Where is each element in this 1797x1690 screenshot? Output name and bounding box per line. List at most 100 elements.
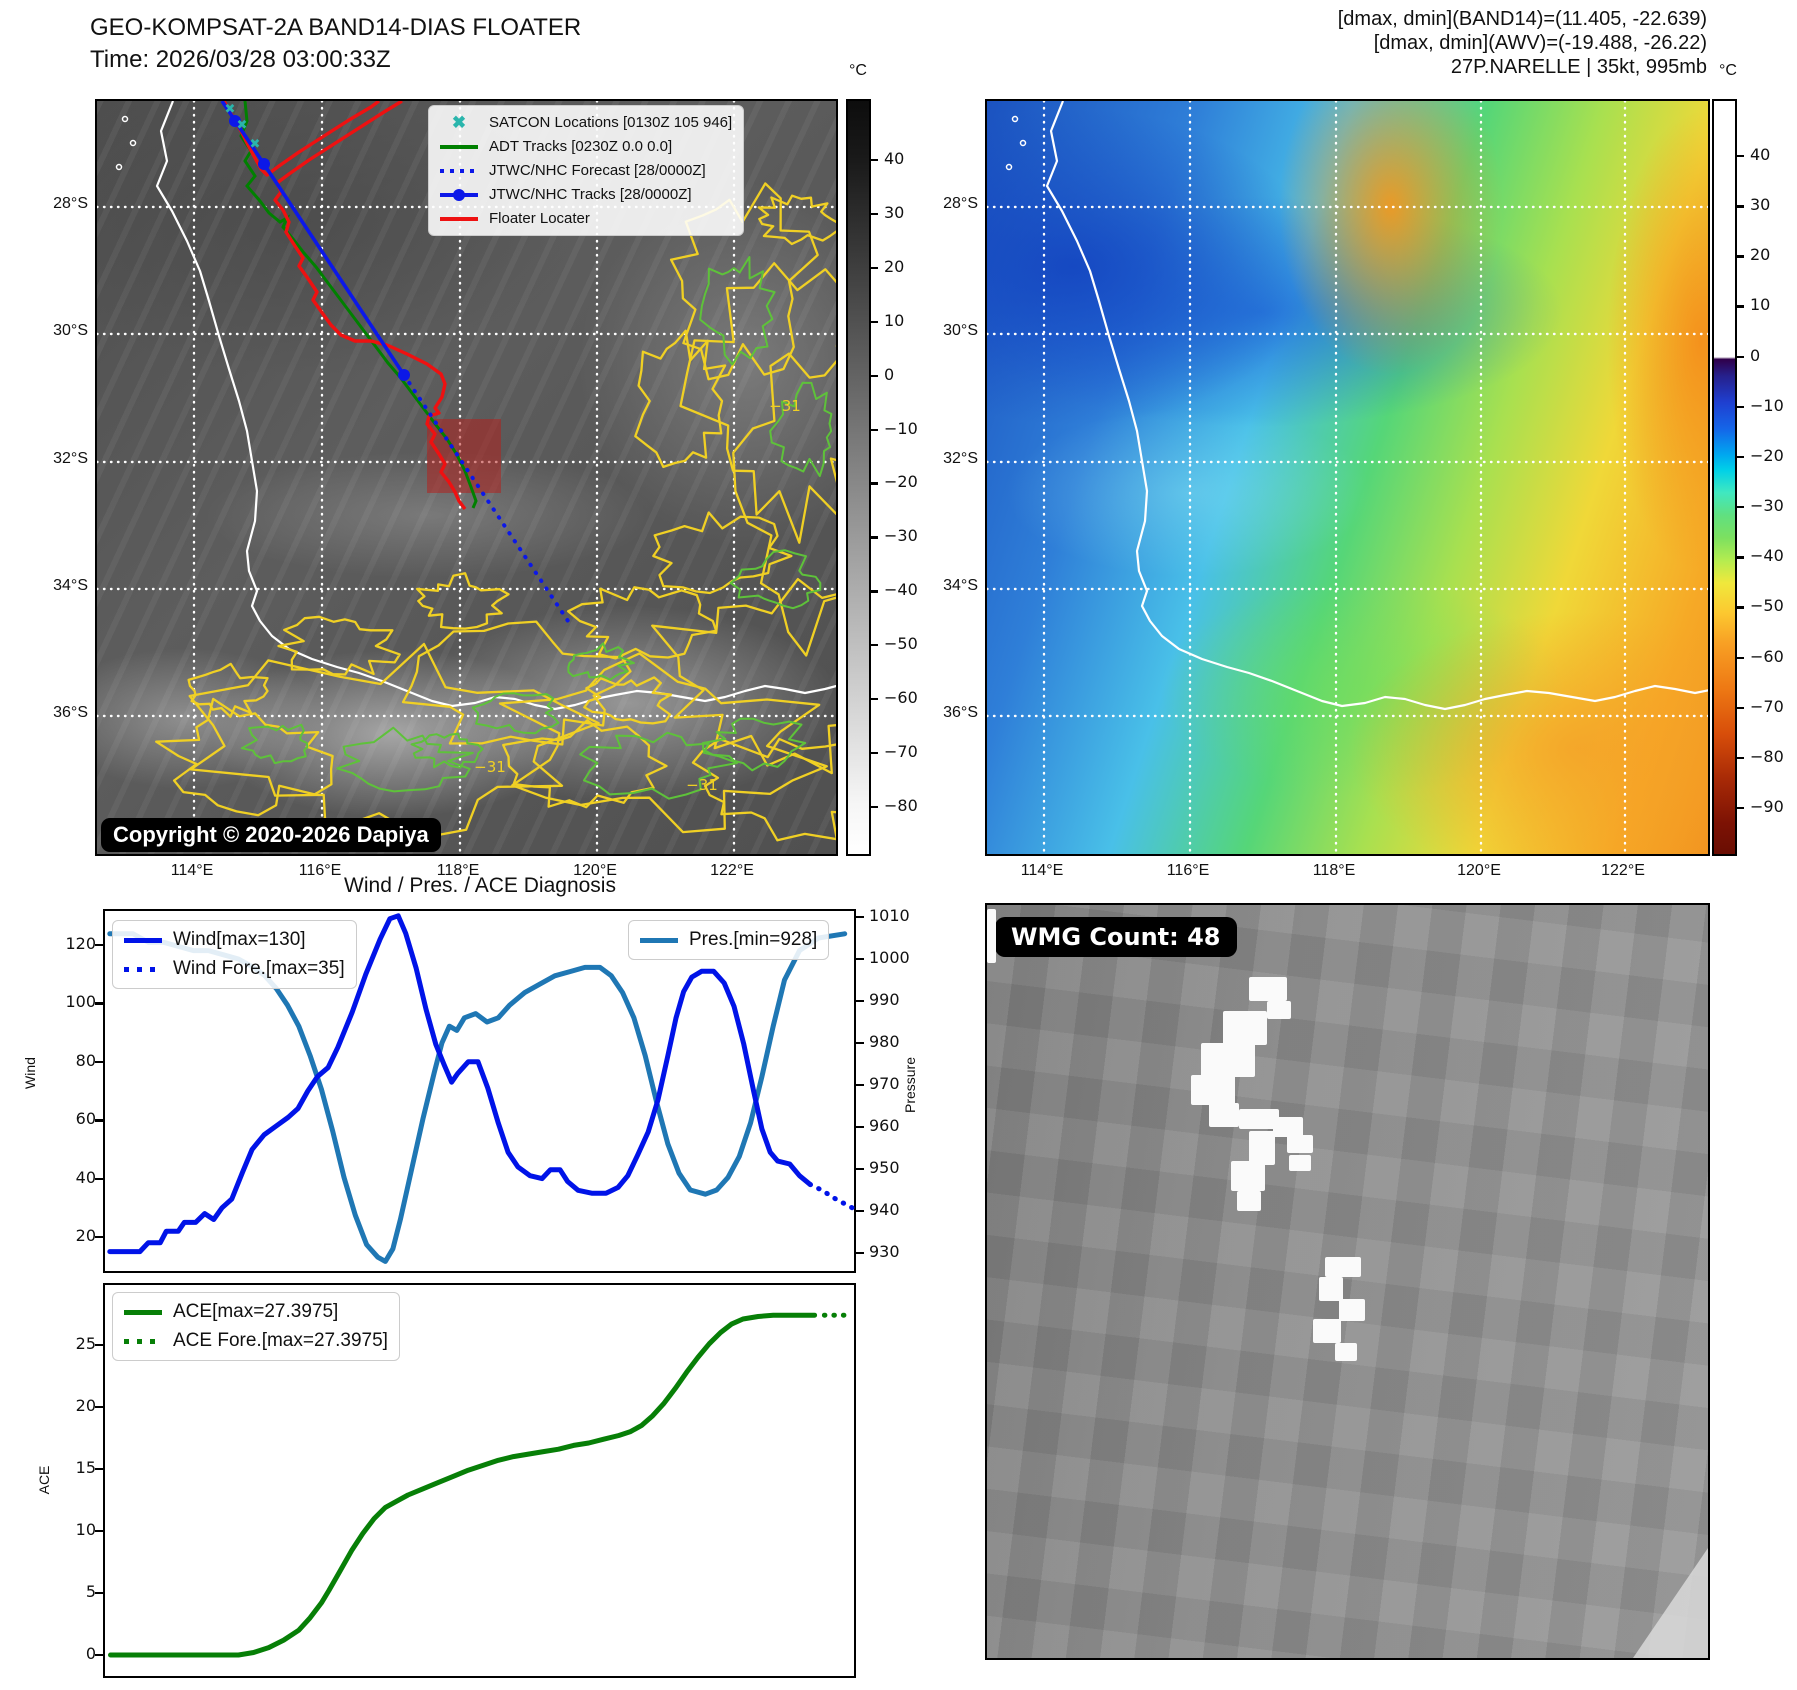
- series-solid: [107, 913, 813, 1255]
- band14-colorbar: [846, 99, 871, 856]
- coastline: [1045, 101, 1708, 711]
- colorbar-tick-label: −10: [1750, 395, 1784, 415]
- wmg-count-badge: WMG Count: 48: [995, 917, 1237, 957]
- wind-forecast-dotted-icon: [124, 962, 162, 976]
- legend-item-satcon: ✖ SATCON Locations [0130Z 105 946]: [440, 112, 733, 132]
- awv-colorbar: [1712, 99, 1737, 856]
- dmax-dmin-band14: [dmax, dmin](BAND14)=(11.405, -22.639): [1337, 8, 1707, 30]
- colorbar-tick-label: −20: [884, 472, 918, 492]
- wmg-white-region: [1289, 1155, 1311, 1171]
- axis-tick-label: 0: [85, 1644, 96, 1663]
- island: [1011, 115, 1019, 123]
- lon-tick-label: 120°E: [573, 862, 617, 879]
- island: [121, 115, 129, 123]
- colorbar-tick-mark: [1737, 305, 1744, 308]
- legend-label: SATCON Locations [0130Z 105 946]: [489, 114, 733, 131]
- satcon-x-icon: ✖: [451, 112, 467, 132]
- band14-satellite-map: −31 −31 −31 ✖ ✖ ✖ ✖ SATCON Locations [0130Z 1…: [95, 99, 838, 856]
- axis-tick-mark: [95, 1177, 103, 1180]
- axis-tick-mark: [856, 1000, 864, 1003]
- lat-tick-label: 28°S: [53, 195, 88, 212]
- wmg-white-region: [1339, 1299, 1365, 1321]
- ir-contour-yellow: [566, 586, 718, 660]
- copyright-badge: Copyright © 2020-2026 Dapiya: [101, 818, 441, 852]
- colorbar-tick-label: 30: [884, 202, 905, 222]
- legend-item-ace: ACE[max=27.3975]: [124, 1301, 388, 1323]
- legend-label: Wind Fore.[max=35]: [173, 958, 345, 979]
- ace-plot: [108, 1312, 855, 1658]
- diagnosis-title: Wind / Pres. / ACE Diagnosis: [344, 874, 616, 897]
- pressure-axis-label: Pressure: [902, 1056, 918, 1114]
- legend-label: ACE[max=27.3975]: [173, 1301, 339, 1322]
- legend-label: Floater Locater: [489, 210, 590, 227]
- colorbar-tick-mark: [871, 698, 878, 701]
- legend-label: JTWC/NHC Tracks [28/0000Z]: [489, 186, 692, 203]
- colorbar-tick-mark: [1737, 405, 1744, 409]
- legend-label: Wind[max=130]: [173, 929, 306, 950]
- ir-contour-green: [701, 717, 807, 772]
- colorbar-tick-mark: [1737, 706, 1744, 710]
- colorbar-tick-mark: [871, 590, 878, 593]
- axis-tick-mark: [856, 1042, 864, 1045]
- colorbar-tick-label: 40: [1750, 145, 1771, 164]
- colorbar-tick-mark: [871, 212, 878, 216]
- axis-tick-label: 120: [65, 934, 96, 953]
- wmg-imagery-background: [987, 905, 1708, 1658]
- ir-contour-green: [699, 256, 776, 366]
- ir-contour-green: [336, 726, 474, 793]
- wmg-white-region: [987, 909, 996, 963]
- colorbar-tick-label: 0: [884, 364, 895, 384]
- wmg-white-region: [1325, 1257, 1361, 1277]
- jtwc-track-point: [398, 369, 410, 381]
- island: [1019, 139, 1027, 147]
- colorbar-tick-mark: [1737, 455, 1744, 459]
- ir-contour-yellow: [652, 511, 793, 595]
- colorbar-tick-label: 40: [884, 149, 905, 168]
- axis-tick-mark: [856, 1126, 864, 1129]
- ir-contour-yellow: [732, 352, 836, 657]
- ir-contour-green: [240, 723, 309, 765]
- colorbar-tick-label: −20: [1750, 445, 1784, 465]
- colorbar-tick-label: −50: [884, 634, 918, 654]
- island: [115, 163, 123, 171]
- axis-tick-mark: [95, 1530, 103, 1533]
- ir-contour-green: [769, 381, 833, 478]
- colorbar-tick-mark: [1737, 506, 1744, 509]
- satcon-location-marker: ✖: [250, 137, 261, 152]
- axis-tick-label: 930: [869, 1242, 900, 1261]
- colorbar-tick-mark: [1737, 205, 1744, 208]
- track-line-dot-icon: [440, 188, 478, 202]
- band14-time: Time: 2026/03/28 03:00:33Z: [90, 46, 391, 73]
- colorbar-tick-label: −60: [884, 688, 918, 707]
- axis-tick-label: 60: [75, 1109, 96, 1129]
- island: [129, 139, 137, 147]
- axis-tick-mark: [95, 1060, 103, 1064]
- axis-tick-label: 950: [869, 1158, 900, 1177]
- ir-contour-yellow: [691, 737, 836, 842]
- wmg-white-region: [1267, 1001, 1291, 1019]
- wmg-white-region: [1287, 1135, 1313, 1153]
- ace-legend: ACE[max=27.3975] ACE Fore.[max=27.3975]: [112, 1292, 400, 1361]
- ir-contour-yellow: [669, 182, 819, 381]
- island: [1005, 163, 1013, 171]
- lat-tick-label: 32°S: [53, 450, 88, 467]
- colorbar-tick-mark: [871, 536, 878, 539]
- colorbar-tick-label: −30: [884, 526, 918, 546]
- colorbar-tick-label: −50: [1750, 596, 1784, 616]
- colorbar-tick-label: −60: [1750, 646, 1784, 666]
- jtwc-track-point: [229, 115, 241, 127]
- ir-contour-yellow: [187, 662, 269, 718]
- colorbar-tick-mark: [1737, 756, 1744, 760]
- ir-contour-yellow: [401, 620, 632, 746]
- ir-contour-yellow: [634, 329, 727, 469]
- lat-tick-label: 32°S: [943, 450, 978, 467]
- colorbar-tick-mark: [1737, 806, 1744, 810]
- wmg-white-region: [1319, 1277, 1343, 1301]
- lon-tick-label: 118°E: [1312, 862, 1356, 879]
- axis-tick-label: 980: [869, 1032, 900, 1051]
- axis-tick-mark: [95, 1002, 103, 1005]
- colorbar-tick-label: −70: [884, 741, 918, 761]
- storm-name-intensity: 27P.NARELLE | 35kt, 995mb: [1450, 56, 1707, 78]
- ir-contour-green: [471, 692, 560, 735]
- legend-label: Pres.[min=928]: [689, 929, 818, 950]
